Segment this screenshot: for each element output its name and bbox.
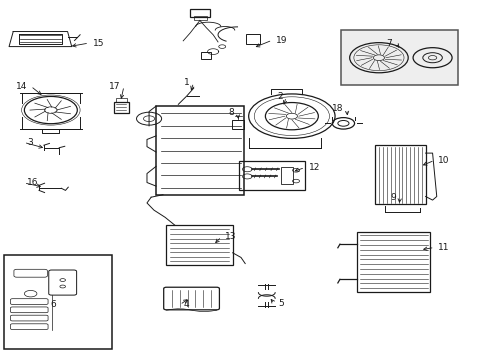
Bar [239, 161, 305, 190]
Bar [115, 98, 126, 102]
Text: 17: 17 [109, 82, 120, 91]
Text: 3: 3 [27, 138, 33, 147]
Text: 2: 2 [277, 92, 282, 101]
Text: 12: 12 [308, 163, 319, 172]
Bar [231, 121, 244, 129]
Bar [245, 35, 259, 44]
Bar [194, 16, 206, 21]
Bar [357, 231, 429, 292]
Text: 5: 5 [277, 299, 283, 308]
Bar [190, 9, 209, 17]
Text: 8: 8 [228, 108, 234, 117]
Bar [280, 167, 293, 184]
Bar [340, 31, 457, 85]
Text: 18: 18 [331, 104, 343, 113]
Bar [113, 102, 129, 113]
Bar [156, 106, 244, 195]
Text: 6: 6 [50, 300, 56, 309]
Text: 9: 9 [390, 193, 396, 202]
Text: 14: 14 [16, 82, 27, 91]
Bar [4, 255, 112, 349]
Text: 4: 4 [183, 300, 188, 309]
Text: 16: 16 [27, 178, 39, 187]
Text: 15: 15 [92, 39, 104, 48]
Text: 19: 19 [275, 36, 287, 45]
Text: 1: 1 [184, 78, 190, 87]
Bar [201, 52, 211, 59]
Text: 7: 7 [386, 39, 391, 48]
Text: 10: 10 [437, 156, 449, 165]
Text: 13: 13 [224, 232, 236, 241]
Text: 11: 11 [437, 243, 449, 252]
Bar [166, 225, 232, 265]
Bar [375, 145, 425, 204]
